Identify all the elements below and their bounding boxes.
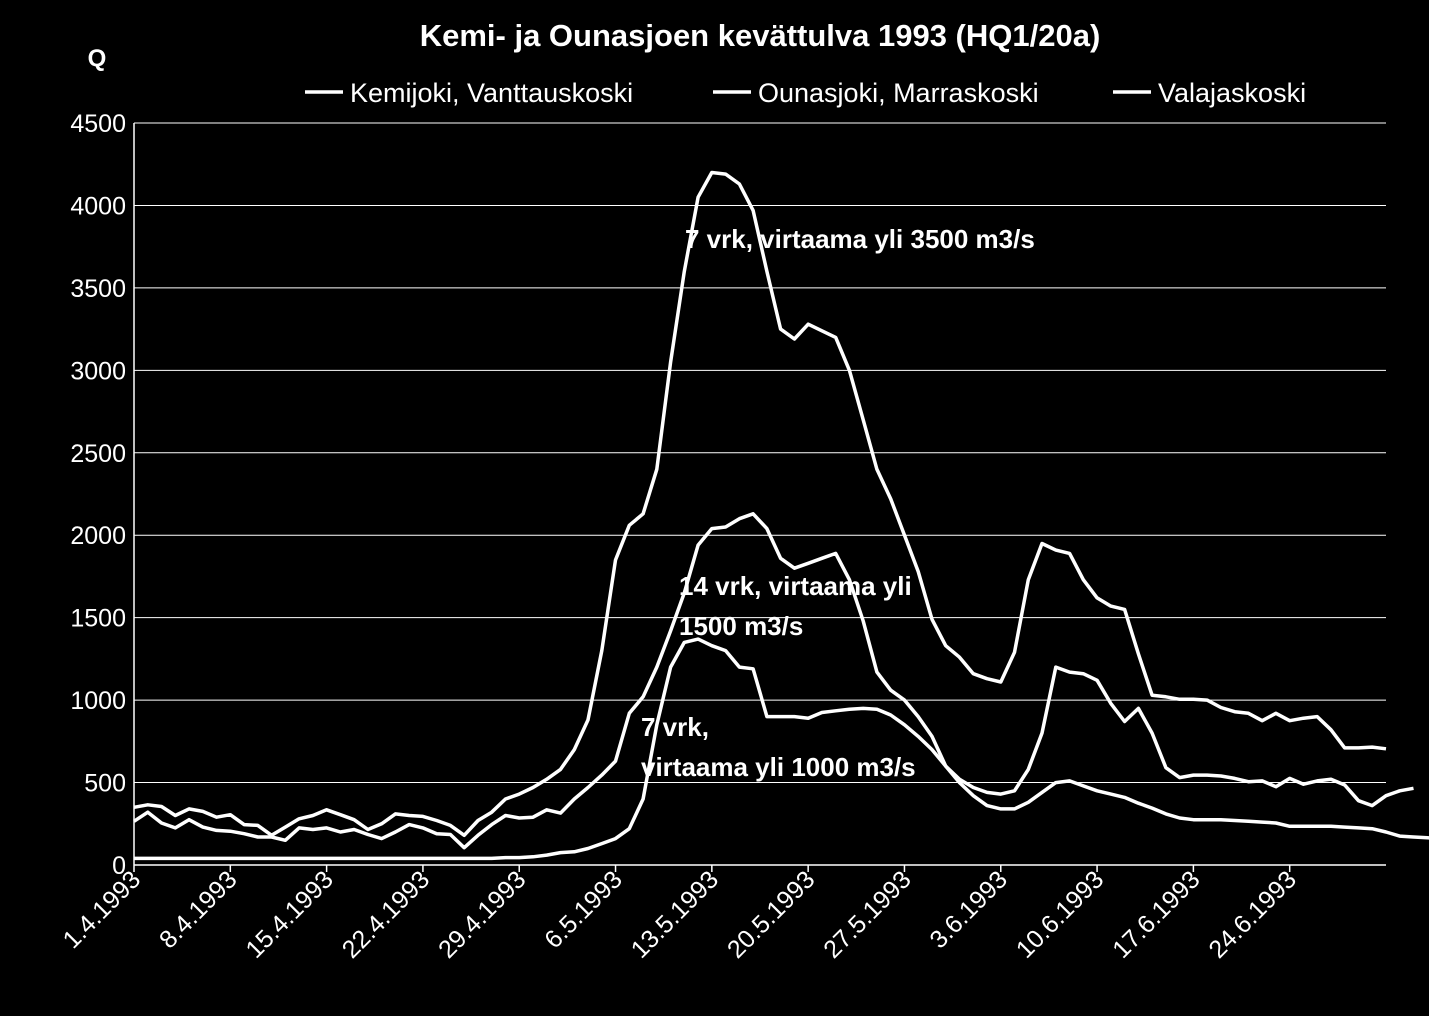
y-tick-label: 1000 [70, 687, 126, 715]
series-line-ounasjoki-marraskoski [133, 512, 1414, 850]
y-tick-label: 4500 [70, 110, 126, 138]
legend: Kemijoki, Vanttauskoski Ounasjoki, Marra… [305, 78, 1306, 108]
x-tick-label: 1.4.1993 [58, 865, 147, 954]
annotation-1000-line1: 7 vrk, [641, 712, 709, 742]
chart-title: Kemi- ja Ounasjoen kevättulva 1993 (HQ1/… [420, 18, 1101, 53]
y-tick-label: 500 [84, 770, 126, 798]
x-tick-label: 13.5.1993 [626, 865, 724, 963]
series-line-valajaskoski [134, 637, 1429, 861]
legend-label-ounasjoki: Ounasjoki, Marraskoski [758, 78, 1039, 108]
x-tick-label: 3.6.1993 [924, 865, 1013, 954]
x-tick-label: 29.4.1993 [433, 865, 531, 963]
x-tick-label: 24.6.1993 [1203, 865, 1301, 963]
y-tick-label: 2500 [70, 440, 126, 468]
axes [133, 123, 1386, 866]
y-tick-label: 1500 [70, 605, 126, 633]
y-axis-label: Q [88, 45, 107, 72]
x-tick-labels: 1.4.1993 8.4.199315.4.199322.4.199329.4.1… [58, 865, 1302, 964]
legend-label-valajaskoski: Valajaskoski [1158, 78, 1306, 108]
y-tick-label: 0 [112, 852, 126, 880]
x-tick-label: 15.4.1993 [240, 865, 338, 963]
y-tick-label: 3500 [70, 275, 126, 303]
annotation-1000-line2: virtaama yli 1000 m3/s [641, 752, 916, 782]
y-tick-label: 2000 [70, 522, 126, 550]
annotations: 7 vrk, virtaama yli 3500 m3/s 14 vrk, vi… [641, 224, 1035, 782]
gridlines [134, 122, 1386, 784]
x-tick-label: 22.4.1993 [337, 865, 435, 963]
y-tick-label: 3000 [70, 357, 126, 385]
annotation-3500: 7 vrk, virtaama yli 3500 m3/s [685, 224, 1035, 254]
annotation-1500-line2: 1500 m3/s [679, 611, 803, 641]
series-line-kemijoki-vanttauskoski [133, 170, 1387, 838]
x-tick-label: 8.4.1993 [154, 865, 243, 954]
x-tick-label: 17.6.1993 [1107, 865, 1205, 963]
series-lines [133, 170, 1429, 861]
annotation-1500-line1: 14 vrk, virtaama yli [679, 571, 912, 601]
x-tick-label: 27.5.1993 [818, 865, 916, 963]
y-tick-label: 4000 [70, 192, 126, 220]
legend-label-kemijoki: Kemijoki, Vanttauskoski [350, 78, 633, 108]
y-tick-labels: 0 500 1000 1500 2000 2500 3000 3500 4000 4500 [70, 110, 126, 880]
x-tick-label: 6.5.1993 [539, 865, 628, 954]
x-tick-label: 20.5.1993 [722, 865, 820, 963]
x-tick-label: 10.6.1993 [1011, 865, 1109, 963]
